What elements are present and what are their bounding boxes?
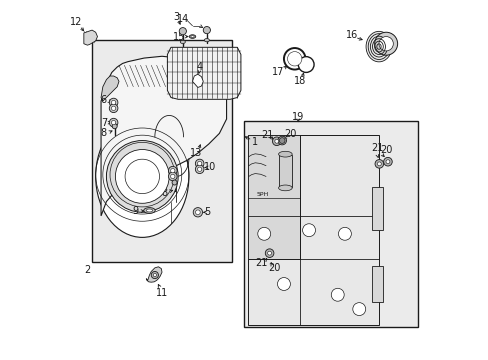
Text: 1: 1 xyxy=(252,138,258,147)
Text: 21: 21 xyxy=(255,258,267,268)
Circle shape xyxy=(112,124,117,129)
Bar xyxy=(92,40,231,262)
Polygon shape xyxy=(101,76,119,101)
Polygon shape xyxy=(83,30,97,45)
Bar xyxy=(244,121,418,327)
Circle shape xyxy=(267,251,271,255)
Circle shape xyxy=(378,37,392,51)
Circle shape xyxy=(265,249,273,257)
Circle shape xyxy=(193,208,202,217)
Text: 9: 9 xyxy=(132,206,138,216)
Ellipse shape xyxy=(146,209,152,212)
Text: 16: 16 xyxy=(345,30,358,40)
Polygon shape xyxy=(146,267,162,282)
Ellipse shape xyxy=(96,116,188,237)
Ellipse shape xyxy=(278,185,292,191)
Ellipse shape xyxy=(190,36,194,37)
Circle shape xyxy=(197,167,202,171)
Circle shape xyxy=(374,32,397,55)
Bar xyxy=(247,135,300,259)
Circle shape xyxy=(374,159,383,168)
Circle shape xyxy=(195,159,203,168)
Text: 13: 13 xyxy=(189,148,202,158)
Bar xyxy=(371,266,382,302)
Text: 17: 17 xyxy=(272,67,284,77)
Circle shape xyxy=(338,227,351,240)
Polygon shape xyxy=(167,47,241,99)
Circle shape xyxy=(179,28,186,35)
Text: 11: 11 xyxy=(156,288,168,298)
Bar xyxy=(278,155,292,187)
Circle shape xyxy=(111,106,116,111)
Circle shape xyxy=(287,51,301,66)
Text: 14: 14 xyxy=(177,14,189,24)
Text: 5: 5 xyxy=(203,207,209,217)
Circle shape xyxy=(197,161,202,166)
Text: 15: 15 xyxy=(173,32,185,41)
Circle shape xyxy=(172,180,177,185)
Circle shape xyxy=(106,140,178,212)
Text: 5PH: 5PH xyxy=(257,192,269,197)
Text: 18: 18 xyxy=(293,76,305,86)
Circle shape xyxy=(153,273,156,276)
Polygon shape xyxy=(101,56,226,216)
Circle shape xyxy=(170,168,175,173)
Text: 8: 8 xyxy=(162,188,167,198)
Polygon shape xyxy=(192,74,203,87)
Text: 2: 2 xyxy=(84,265,90,275)
Circle shape xyxy=(298,57,313,72)
Circle shape xyxy=(195,165,203,174)
Text: 3: 3 xyxy=(173,12,179,22)
Circle shape xyxy=(168,172,177,181)
Circle shape xyxy=(330,288,344,301)
Circle shape xyxy=(170,174,175,179)
Bar xyxy=(247,135,378,325)
Circle shape xyxy=(377,162,381,166)
Ellipse shape xyxy=(189,35,195,39)
Circle shape xyxy=(168,166,177,175)
Circle shape xyxy=(195,210,200,215)
Circle shape xyxy=(111,100,116,105)
Circle shape xyxy=(277,136,286,145)
Circle shape xyxy=(109,118,118,127)
Circle shape xyxy=(203,27,210,34)
Circle shape xyxy=(257,227,270,240)
Ellipse shape xyxy=(143,208,155,213)
Text: 6: 6 xyxy=(101,95,107,105)
Circle shape xyxy=(385,160,389,164)
Circle shape xyxy=(115,149,169,203)
Text: 12: 12 xyxy=(70,17,82,27)
Circle shape xyxy=(279,138,285,143)
Text: 7: 7 xyxy=(101,118,107,128)
Text: 6: 6 xyxy=(162,166,167,176)
Text: 20: 20 xyxy=(380,145,392,155)
Text: 20: 20 xyxy=(267,262,280,273)
Ellipse shape xyxy=(366,31,391,62)
Ellipse shape xyxy=(180,40,185,44)
Text: 19: 19 xyxy=(291,112,304,122)
Text: 21: 21 xyxy=(261,130,273,140)
Bar xyxy=(371,187,382,230)
Circle shape xyxy=(277,278,290,291)
Circle shape xyxy=(109,98,118,107)
Circle shape xyxy=(302,224,315,237)
Circle shape xyxy=(109,104,118,113)
Circle shape xyxy=(280,139,284,143)
Ellipse shape xyxy=(204,39,209,42)
Circle shape xyxy=(111,121,116,125)
Circle shape xyxy=(284,48,305,69)
Text: 4: 4 xyxy=(196,62,203,72)
Text: 10: 10 xyxy=(204,162,216,172)
Circle shape xyxy=(151,271,158,279)
Circle shape xyxy=(383,157,391,166)
Circle shape xyxy=(274,139,278,143)
Text: 21: 21 xyxy=(370,143,383,153)
Text: 8: 8 xyxy=(101,129,107,138)
Circle shape xyxy=(272,137,281,145)
Circle shape xyxy=(352,303,365,316)
Ellipse shape xyxy=(278,151,292,157)
Text: 20: 20 xyxy=(284,129,296,139)
